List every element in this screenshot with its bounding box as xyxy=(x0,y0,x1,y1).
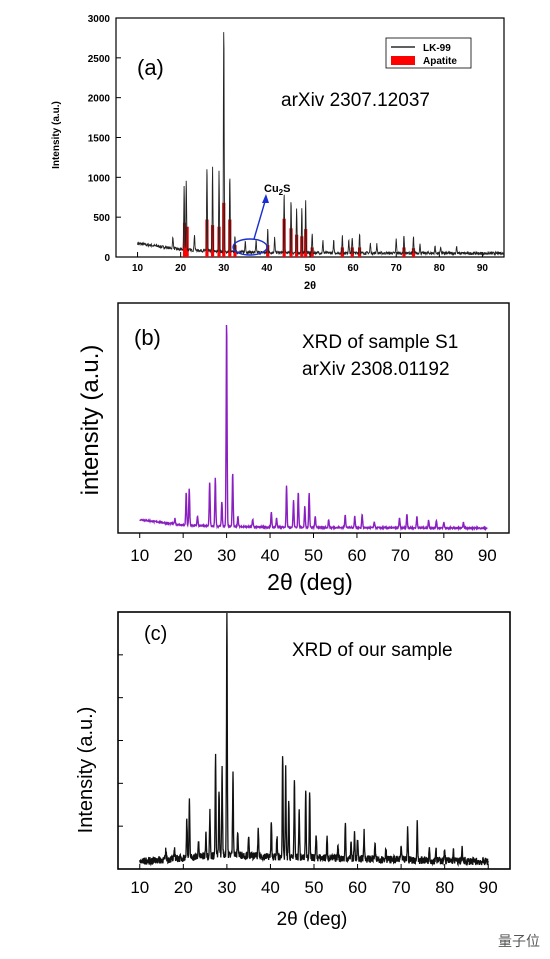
x-tick-label: 80 xyxy=(434,263,446,274)
legend: LK-99 Apatite xyxy=(385,37,472,69)
apatite-stick xyxy=(411,248,416,257)
x-tick-label: 90 xyxy=(479,878,498,897)
panel-b-annotation-1: XRD of sample S1 xyxy=(302,332,458,353)
x-tick-label: 20 xyxy=(174,546,193,565)
s1-series-line xyxy=(139,324,488,532)
x-tick-label: 70 xyxy=(392,878,411,897)
y-tick-label: 2500 xyxy=(88,54,111,65)
x-tick-label: 90 xyxy=(478,546,497,565)
x-tick-label: 60 xyxy=(348,263,360,274)
x-tick-label: 50 xyxy=(304,546,323,565)
apatite-stick xyxy=(217,226,221,257)
x-tick-label: 60 xyxy=(348,878,367,897)
lk99-series-line xyxy=(137,32,505,257)
apatite-stick xyxy=(210,225,215,257)
watermark: 量子位 xyxy=(498,934,540,950)
y-tick-label: 3000 xyxy=(88,14,111,25)
apatite-stick xyxy=(266,245,270,257)
panel-c-xlabel: 2θ (deg) xyxy=(277,909,348,930)
apatite-stick xyxy=(205,219,209,257)
panel-b: 10 20 30 40 50 60 70 80 90 (b) XRD of sample S1 … xyxy=(77,302,510,595)
x-tick-label: 90 xyxy=(477,263,489,274)
x-tick-label: 50 xyxy=(304,263,316,274)
panel-b-xlabel: 2θ (deg) xyxy=(267,569,353,595)
legend-swatch-apatite xyxy=(391,56,415,65)
panel-a-ylabel: Intensity (a.u.) xyxy=(51,101,62,169)
x-tick-label: 80 xyxy=(434,546,453,565)
x-tick-label: 70 xyxy=(391,263,403,274)
x-tick-label: 80 xyxy=(435,878,454,897)
apatite-stick xyxy=(402,247,406,257)
x-tick-label: 20 xyxy=(175,263,187,274)
apatite-stick xyxy=(350,247,354,257)
x-tick-label: 20 xyxy=(174,878,193,897)
panel-b-annotation-2: arXiv 2308.01192 xyxy=(302,359,450,380)
x-tick-label: 70 xyxy=(391,546,410,565)
apatite-stick xyxy=(222,202,226,257)
x-tick-label: 30 xyxy=(217,546,236,565)
apatite-stick xyxy=(295,234,299,257)
apatite-stick xyxy=(304,229,308,257)
x-tick-label: 10 xyxy=(130,546,149,565)
y-tick-label: 1000 xyxy=(88,173,111,184)
panel-b-label: (b) xyxy=(134,325,161,350)
our-sample-series-line xyxy=(139,612,489,868)
cu2s-ring xyxy=(232,238,268,256)
apatite-stick xyxy=(228,219,232,257)
x-tick-label: 10 xyxy=(130,878,149,897)
x-tick-label: 30 xyxy=(217,878,236,897)
panel-a-xlabel: 2θ xyxy=(304,280,316,292)
panel-b-ylabel: intensity (a.u.) xyxy=(77,345,104,496)
x-tick-label: 40 xyxy=(261,263,273,274)
panel-c: 10 20 30 40 50 60 70 80 90 (c) XRD of our sample… xyxy=(75,611,511,930)
apatite-stick xyxy=(300,236,304,257)
x-tick-label: 40 xyxy=(261,878,280,897)
legend-entry-apatite: Apatite xyxy=(423,56,457,67)
panel-c-label: (c) xyxy=(144,623,167,645)
y-tick-label: 0 xyxy=(104,253,110,264)
panel-a-annotation: arXiv 2307.12037 xyxy=(281,90,430,111)
apatite-stick xyxy=(282,218,286,257)
y-tick-label: 2000 xyxy=(88,94,111,105)
x-tick-label: 10 xyxy=(132,263,144,274)
cu2s-callout: Cu2S xyxy=(232,183,290,256)
legend-entry-lk99: LK-99 xyxy=(423,43,451,54)
panel-c-ylabel: Intensity (a.u.) xyxy=(75,707,97,834)
apatite-stick xyxy=(289,228,293,257)
panel-c-annotation: XRD of our sample xyxy=(292,640,453,661)
x-tick-label: 50 xyxy=(305,878,324,897)
y-tick-label: 1500 xyxy=(88,134,111,145)
cu2s-label: Cu2S xyxy=(264,183,290,197)
x-tick-label: 60 xyxy=(347,546,366,565)
panel-a-label: (a) xyxy=(137,55,164,80)
y-tick-label: 500 xyxy=(93,213,110,224)
apatite-stick xyxy=(340,247,344,257)
x-tick-label: 40 xyxy=(261,546,280,565)
apatite-stick xyxy=(357,247,362,257)
cu2s-arrowhead xyxy=(262,194,269,203)
x-tick-label: 30 xyxy=(218,263,230,274)
cu2s-arrow xyxy=(253,197,267,240)
panel-a: 0 500 1000 1500 2000 2500 3000 10 20 30 40 50 60 70 8… xyxy=(51,14,505,292)
apatite-stick xyxy=(310,247,314,257)
